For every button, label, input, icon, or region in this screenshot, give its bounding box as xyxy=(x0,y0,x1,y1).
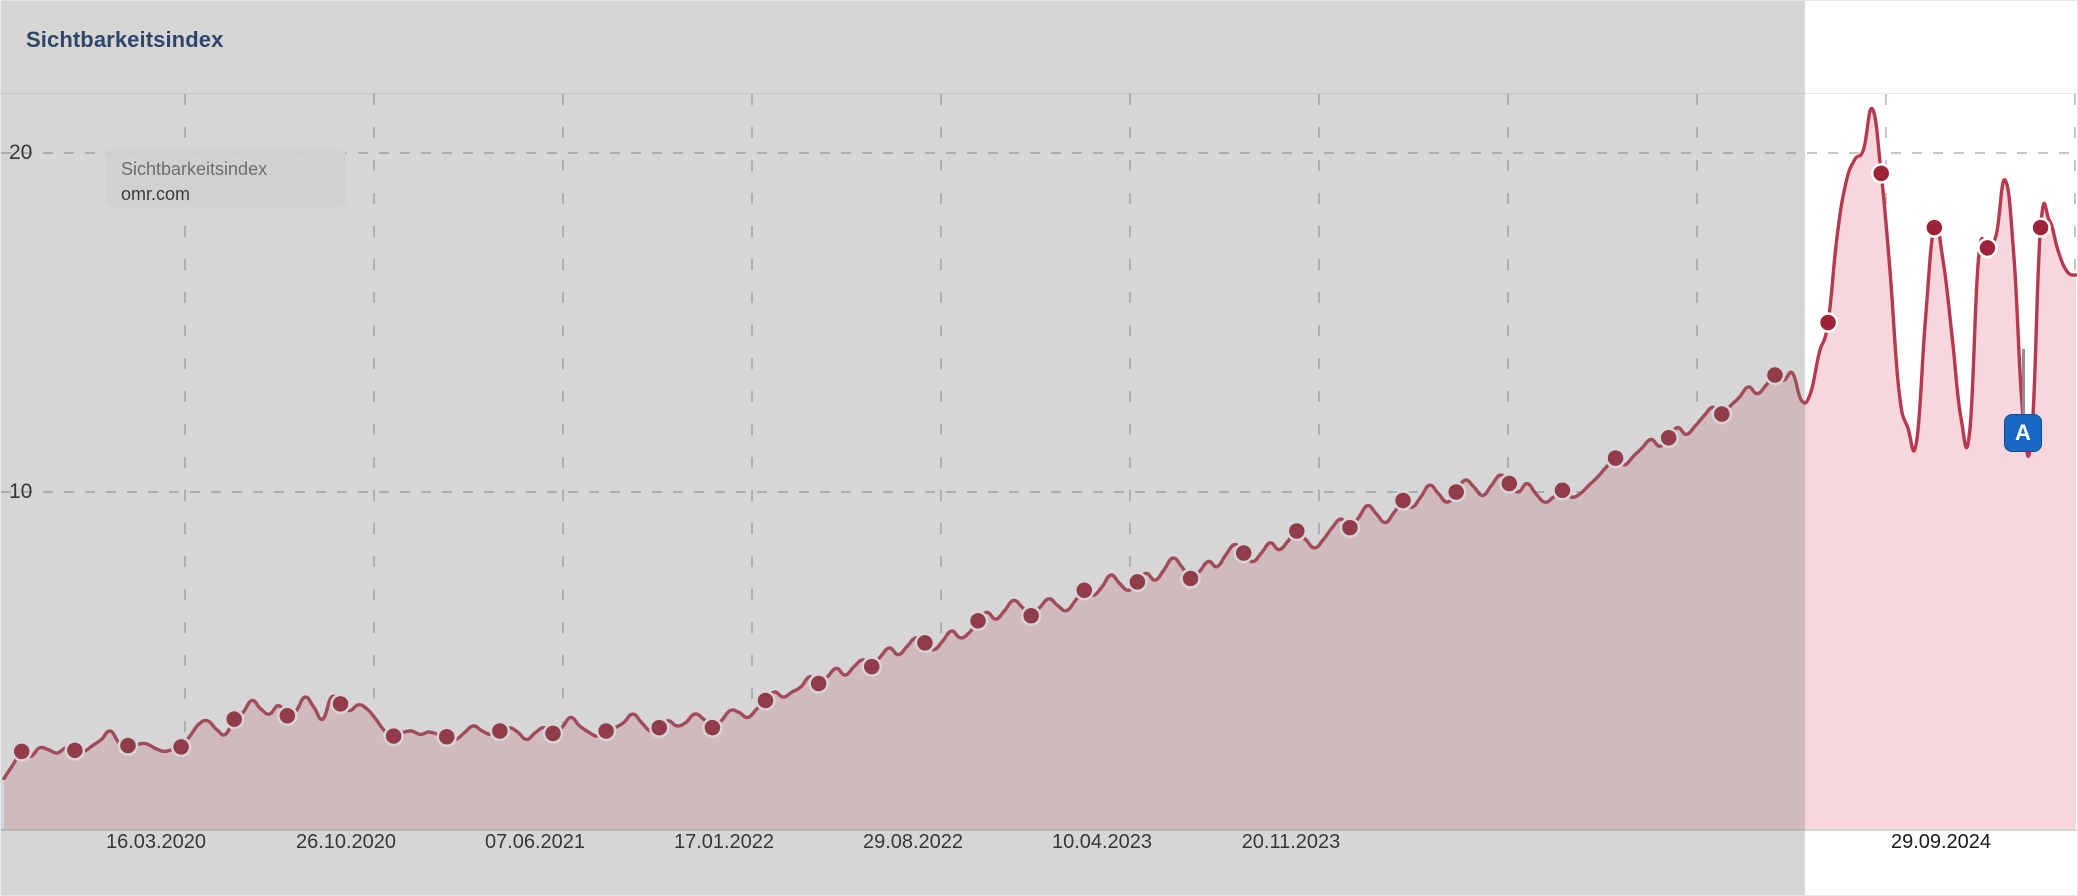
data-point[interactable] xyxy=(1339,517,1361,538)
data-point[interactable] xyxy=(649,717,670,738)
data-point[interactable] xyxy=(861,656,883,677)
data-point[interactable] xyxy=(914,632,936,654)
data-point[interactable] xyxy=(170,736,192,758)
series-line xyxy=(2,107,2077,781)
data-point[interactable] xyxy=(1817,312,1839,333)
data-point[interactable] xyxy=(1286,520,1308,542)
data-point[interactable] xyxy=(436,726,457,748)
data-point[interactable] xyxy=(489,720,511,742)
data-point[interactable] xyxy=(330,693,351,715)
chart-canvas[interactable] xyxy=(1,94,2078,896)
data-point[interactable] xyxy=(1764,364,1786,386)
data-point[interactable] xyxy=(542,723,564,744)
x-axis-tick-3: 17.01.2022 xyxy=(673,831,775,853)
chart-plot-area[interactable]: 20 10 16.03.2020 26.10.2020 07.06.2021 1… xyxy=(1,94,2078,896)
data-point[interactable] xyxy=(64,740,86,761)
data-point[interactable] xyxy=(808,673,829,694)
data-point[interactable] xyxy=(1020,605,1042,626)
data-point[interactable] xyxy=(1233,542,1254,564)
data-point[interactable] xyxy=(755,690,776,711)
series-legend-tooltip[interactable]: Sichtbarkeitsindex omr.com xyxy=(106,149,346,207)
data-point[interactable] xyxy=(11,741,32,762)
data-point[interactable] xyxy=(1552,480,1573,501)
legend-domain: omr.com xyxy=(121,184,191,204)
x-axis-tick-6: 20.11.2023 xyxy=(1241,831,1341,853)
chart-header: Sichtbarkeitsindex xyxy=(1,1,2077,94)
data-point[interactable] xyxy=(595,720,617,742)
data-point[interactable] xyxy=(1658,427,1679,449)
data-point[interactable] xyxy=(223,708,245,730)
y-axis-tick-20: 20 xyxy=(9,141,33,164)
data-point[interactable] xyxy=(1445,481,1467,503)
x-axis-tick-7: 29.09.2024 xyxy=(1890,831,1992,853)
data-point[interactable] xyxy=(117,735,139,756)
series-data-points[interactable] xyxy=(11,163,2051,762)
data-point[interactable] xyxy=(1180,568,1201,589)
annotation-marker-a[interactable]: A xyxy=(2004,414,2042,452)
data-point[interactable] xyxy=(1499,473,1520,494)
data-point[interactable] xyxy=(1605,447,1626,469)
data-point[interactable] xyxy=(1392,490,1414,511)
x-axis-tick-4: 29.08.2022 xyxy=(862,831,964,853)
data-point[interactable] xyxy=(1977,237,1998,259)
x-axis-tick-2: 07.06.2021 xyxy=(484,831,586,853)
x-axis-tick-5: 10.04.2023 xyxy=(1051,831,1153,853)
data-point[interactable] xyxy=(1924,217,1945,238)
data-point[interactable] xyxy=(702,717,723,738)
x-axis-tick-1: 26.10.2020 xyxy=(295,831,397,853)
page-title: Sichtbarkeitsindex xyxy=(26,27,224,52)
x-axis-tick-0: 16.03.2020 xyxy=(105,831,207,853)
series-area-fill xyxy=(4,108,2076,830)
data-point[interactable] xyxy=(1127,571,1148,593)
data-point[interactable] xyxy=(383,725,404,747)
data-point[interactable] xyxy=(2030,217,2051,238)
data-point[interactable] xyxy=(967,610,989,632)
data-point[interactable] xyxy=(1870,163,1892,184)
data-point[interactable] xyxy=(1711,403,1733,425)
y-axis-tick-10: 10 xyxy=(9,480,33,503)
legend-series-name: Sichtbarkeitsindex xyxy=(121,159,268,179)
data-point[interactable] xyxy=(277,705,298,726)
data-point[interactable] xyxy=(1074,580,1095,601)
